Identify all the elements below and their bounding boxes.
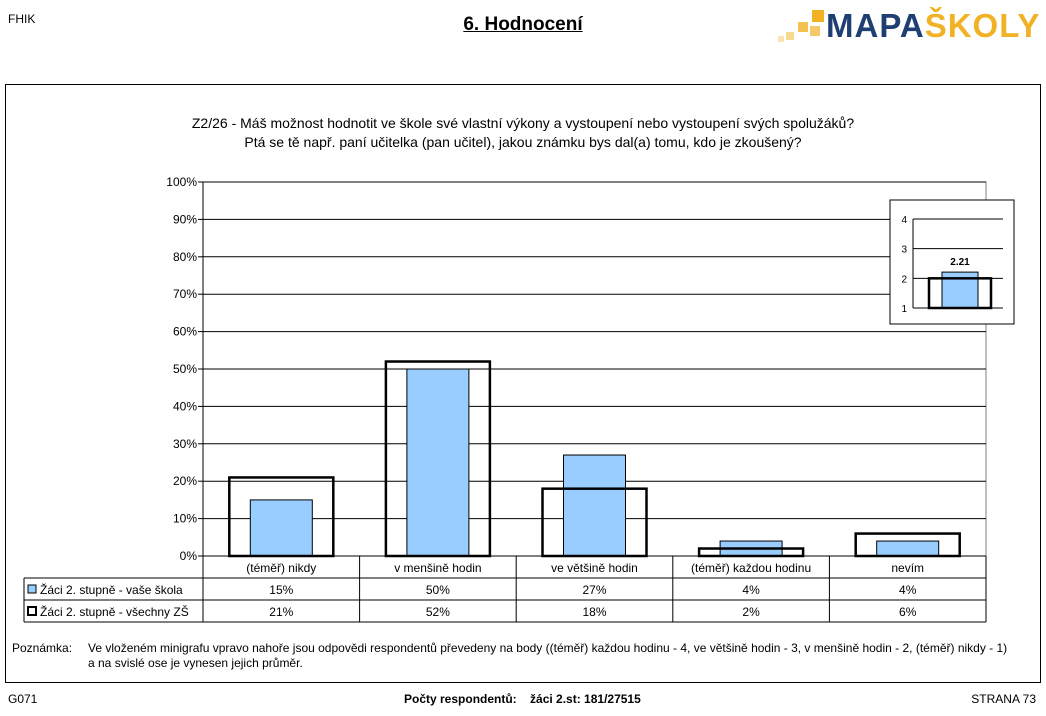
question-line-2: Ptá se tě např. paní učitelka (pan učite… bbox=[244, 134, 802, 150]
note-line-1: Ve vloženém minigrafu vpravo nahoře jsou… bbox=[88, 641, 1008, 655]
respondents-info: Počty respondentů: žáci 2.st: 181/27515 bbox=[404, 692, 641, 706]
bar-vase-skola bbox=[406, 368, 470, 557]
y-tick-label: 0% bbox=[180, 549, 198, 563]
mini-y-tick-label: 4 bbox=[901, 215, 907, 226]
x-category-label: v menšině hodin bbox=[394, 561, 481, 575]
y-tick-label: 90% bbox=[173, 212, 197, 226]
mini-y-tick-label: 1 bbox=[901, 304, 907, 315]
data-label-vsechny-zs: 21% bbox=[269, 605, 293, 619]
bar-vase-skola bbox=[876, 540, 940, 557]
question-line-1: Z2/26 - Máš možnost hodnotit ve škole sv… bbox=[191, 115, 855, 131]
legend-key-vase-skola bbox=[27, 584, 37, 594]
x-category-label: ve většině hodin bbox=[551, 561, 638, 575]
mapa-skoly-logo: MAPAŠKOLY bbox=[776, 7, 1039, 44]
footer-code: G071 bbox=[8, 692, 38, 706]
chart-frame bbox=[5, 84, 1041, 683]
data-label-vsechny-zs: 2% bbox=[742, 605, 760, 619]
legend-key-vsechny-zs bbox=[27, 606, 37, 616]
legend-label-vsechny-zs: Žáci 2. stupně - všechny ZŠ bbox=[40, 604, 189, 619]
y-tick-label: 30% bbox=[173, 437, 197, 451]
y-tick-label: 50% bbox=[173, 362, 197, 376]
x-category-label: (téměř) každou hodinu bbox=[691, 561, 811, 575]
data-label-vsechny-zs: 6% bbox=[899, 605, 917, 619]
page-title: 6. Hodnocení bbox=[463, 14, 583, 35]
data-label-vase-skola: 27% bbox=[582, 583, 606, 597]
data-label-vase-skola: 4% bbox=[742, 583, 760, 597]
logo-text-mapa: MAPA bbox=[826, 7, 925, 44]
y-tick-label: 80% bbox=[173, 250, 197, 264]
y-tick-label: 70% bbox=[173, 287, 197, 301]
data-label-vase-skola: 15% bbox=[269, 583, 293, 597]
y-tick-label: 10% bbox=[173, 512, 197, 526]
mini-y-tick-label: 2 bbox=[901, 274, 907, 285]
mini-bar-vsechny-zs bbox=[927, 277, 993, 310]
legend-label-vase-skola: Žáci 2. stupně - vaše škola bbox=[40, 582, 183, 597]
data-label-vase-skola: 50% bbox=[426, 583, 450, 597]
logo-text-skoly: ŠKOLY bbox=[924, 7, 1041, 44]
bar-vase-skola bbox=[249, 499, 313, 557]
bar-vase-skola bbox=[563, 454, 626, 557]
note-line-2: a na svislé ose je vynesen jejich průměr… bbox=[88, 656, 303, 670]
y-tick-label: 60% bbox=[173, 325, 197, 339]
x-category-label: nevím bbox=[891, 561, 924, 575]
mini-data-label: 2.21 bbox=[950, 257, 970, 268]
report-code: FHIK bbox=[8, 12, 36, 26]
x-category-label: (téměř) nikdy bbox=[246, 561, 316, 575]
respondents-label: Počty respondentů: bbox=[404, 692, 517, 706]
data-label-vsechny-zs: 52% bbox=[426, 605, 450, 619]
note-label: Poznámka: bbox=[12, 641, 73, 655]
y-tick-label: 20% bbox=[173, 474, 197, 488]
y-tick-label: 40% bbox=[173, 399, 197, 413]
y-tick-label: 100% bbox=[166, 175, 197, 189]
page-number: STRANA 73 bbox=[971, 692, 1036, 706]
data-label-vase-skola: 4% bbox=[899, 583, 917, 597]
respondents-value: žáci 2.st: 181/27515 bbox=[530, 692, 641, 706]
mini-y-tick-label: 3 bbox=[901, 245, 907, 256]
data-label-vsechny-zs: 18% bbox=[582, 605, 606, 619]
